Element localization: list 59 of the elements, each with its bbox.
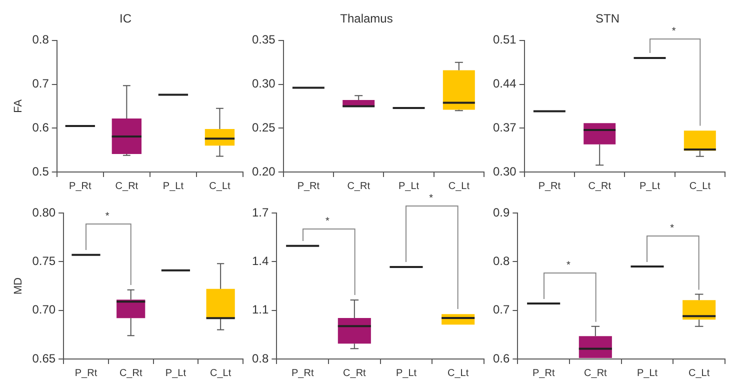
x-tick-label: P_Rt <box>538 180 561 192</box>
x-tick-label: P_Rt <box>74 368 98 379</box>
x-tick-label: P_Lt <box>396 368 417 379</box>
y-tick-label: 0.65 <box>32 351 56 366</box>
x-tick-label: C_Rt <box>588 180 612 192</box>
x-tick-label: P_Lt <box>639 180 660 192</box>
x-tick-label: C_Rt <box>347 180 370 192</box>
y-tick-label: 0.7 <box>32 76 50 91</box>
x-tick-label: P_Rt <box>69 180 92 192</box>
chart-title: IC <box>120 12 132 26</box>
y-tick-label: 0.51 <box>492 32 517 47</box>
text: * <box>672 26 676 37</box>
x-tick-label: C_Rt <box>584 368 608 379</box>
y-tick-label: 0.30 <box>492 164 517 178</box>
annotation: * <box>566 260 570 271</box>
x-tick-label: P_Rt <box>291 368 314 379</box>
y-tick-label: 0.25 <box>252 120 276 134</box>
y-tick-label: 0.80 <box>32 205 56 220</box>
x-tick-label: C_Lt <box>209 180 231 192</box>
y-tick-label: 0.44 <box>492 76 517 91</box>
chart-title: STN <box>596 12 620 26</box>
y-tick-label: 0.6 <box>32 120 50 134</box>
x-tick-label: C_Lt <box>210 368 232 379</box>
x-tick-label: C_Rt <box>343 368 366 379</box>
y-tick-label: 0.37 <box>492 120 517 134</box>
x-tick-label: P_Lt <box>636 368 658 379</box>
y-tick-label: 0.9 <box>492 205 510 220</box>
x-tick-label: P_Rt <box>297 180 320 192</box>
annotation: * <box>105 210 110 222</box>
y-tick-label: 0.7 <box>492 302 510 317</box>
y-axis-title: FA <box>12 98 25 113</box>
x-tick-label: C_Lt <box>688 368 710 379</box>
y-tick-label: 0.8 <box>492 254 510 268</box>
x-tick-label: P_Lt <box>398 180 420 192</box>
text: * <box>429 193 434 204</box>
y-tick-label: 0.8 <box>32 32 50 47</box>
x-tick-label: C_Rt <box>115 180 138 192</box>
annotation: * <box>326 216 330 227</box>
x-tick-label: C_Lt <box>448 180 470 192</box>
annotation: * <box>670 222 674 234</box>
y-tick-label: 0.75 <box>32 254 56 268</box>
y-tick-label: 0.35 <box>252 32 276 47</box>
chart-title: Thalamus <box>340 12 393 26</box>
y-tick-label: 0.6 <box>492 351 510 366</box>
y-axis-title: MD <box>12 277 25 295</box>
x-tick-label: C_Rt <box>119 368 142 379</box>
y-tick-label: 0.5 <box>32 164 50 178</box>
y-tick-label: 0.20 <box>252 164 276 178</box>
y-tick-label: 1.1 <box>252 302 269 317</box>
x-tick-label: P_Lt <box>165 368 186 379</box>
x-tick-label: P_Rt <box>532 368 555 379</box>
y-tick-label: 0.8 <box>252 351 269 366</box>
x-tick-label: C_Lt <box>448 368 469 379</box>
y-tick-label: 0.70 <box>32 302 56 317</box>
y-tick-label: 1.7 <box>252 205 269 220</box>
y-tick-label: 0.30 <box>252 76 276 91</box>
x-tick-label: C_Lt <box>689 180 711 192</box>
x-tick-label: P_Lt <box>162 180 184 192</box>
y-tick-label: 1.4 <box>252 254 269 268</box>
